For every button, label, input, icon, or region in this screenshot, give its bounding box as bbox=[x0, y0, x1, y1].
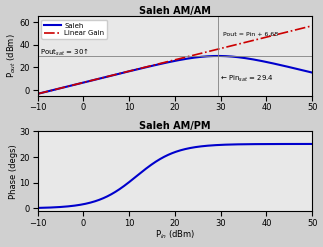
Saleh bbox=[310, 71, 314, 74]
Linear Gain bbox=[36, 92, 40, 95]
Y-axis label: P$_{out}$ (dBm): P$_{out}$ (dBm) bbox=[5, 34, 18, 78]
Line: Saleh: Saleh bbox=[38, 56, 312, 94]
Linear Gain bbox=[47, 90, 51, 93]
Text: Pout = Pin + 6.68: Pout = Pin + 6.68 bbox=[223, 32, 278, 37]
Linear Gain bbox=[297, 28, 300, 31]
Saleh bbox=[302, 69, 306, 72]
Saleh bbox=[162, 62, 166, 65]
Title: Saleh AM/PM: Saleh AM/PM bbox=[139, 121, 211, 131]
Saleh bbox=[169, 60, 173, 63]
Saleh bbox=[50, 89, 54, 92]
Linear Gain bbox=[310, 24, 314, 27]
Text: ← Pin$_{sat}$ = 29.4: ← Pin$_{sat}$ = 29.4 bbox=[220, 74, 274, 84]
Legend: Saleh, Linear Gain: Saleh, Linear Gain bbox=[41, 20, 107, 39]
Linear Gain bbox=[52, 88, 56, 91]
Saleh bbox=[252, 58, 256, 61]
Saleh bbox=[302, 69, 306, 72]
Text: Pout$_{sat}$ = 30↑: Pout$_{sat}$ = 30↑ bbox=[40, 46, 89, 58]
Saleh bbox=[36, 92, 40, 95]
Y-axis label: Phase (degs): Phase (degs) bbox=[9, 144, 18, 199]
Line: Linear Gain: Linear Gain bbox=[38, 26, 312, 94]
X-axis label: P$_{in}$ (dBm): P$_{in}$ (dBm) bbox=[155, 229, 195, 242]
Linear Gain bbox=[287, 30, 291, 33]
Linear Gain bbox=[87, 80, 91, 83]
Title: Saleh AM/AM: Saleh AM/AM bbox=[139, 5, 211, 16]
Linear Gain bbox=[109, 74, 113, 77]
Saleh bbox=[216, 55, 220, 58]
